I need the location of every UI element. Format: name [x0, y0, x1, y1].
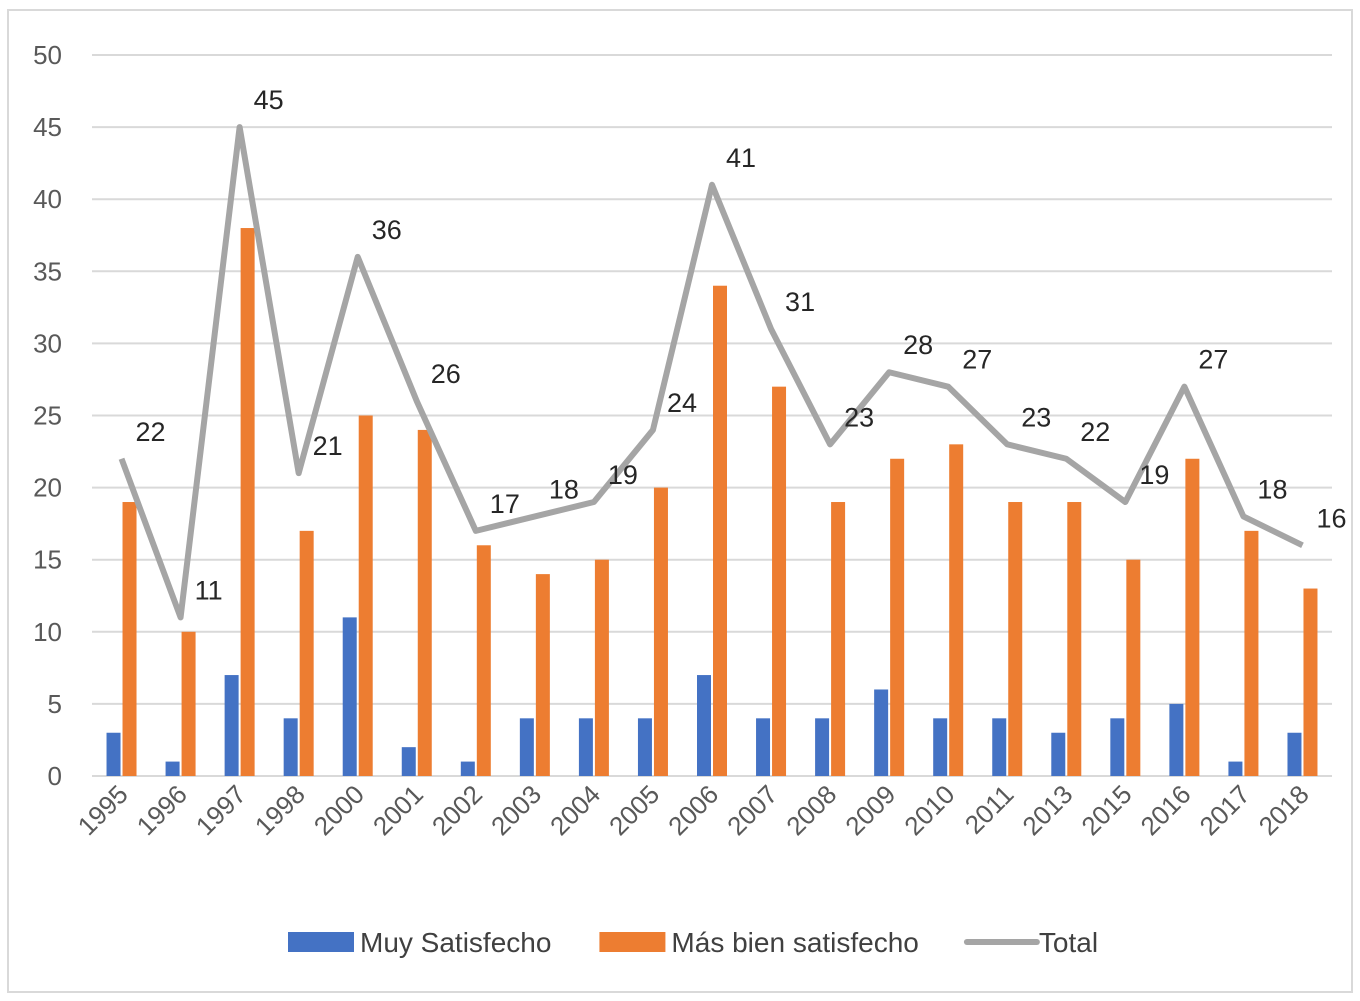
bar	[122, 502, 137, 776]
bar	[1008, 502, 1023, 776]
data-label: 27	[962, 345, 992, 375]
y-tick-label: 35	[33, 256, 62, 286]
bar	[1126, 559, 1141, 776]
data-label: 45	[254, 85, 284, 115]
bar	[578, 718, 593, 776]
legend-swatch	[288, 932, 354, 952]
bar	[476, 545, 491, 776]
bar	[772, 386, 787, 776]
bar	[1244, 530, 1259, 776]
bar	[535, 574, 550, 776]
data-label: 19	[1139, 460, 1169, 490]
legend-label: Muy Satisfecho	[360, 927, 551, 958]
y-tick-label: 25	[33, 401, 62, 431]
bar	[637, 718, 652, 776]
data-label: 28	[903, 330, 933, 360]
bar	[992, 718, 1007, 776]
bar	[831, 502, 846, 776]
bar	[653, 487, 668, 776]
bar	[1303, 588, 1318, 776]
data-label: 18	[1257, 474, 1287, 504]
line	[118, 124, 1304, 621]
bar	[417, 429, 432, 776]
data-label: 23	[844, 402, 874, 432]
data-label: 23	[1021, 402, 1051, 432]
bar	[713, 285, 727, 776]
bar	[342, 617, 357, 776]
data-label: 17	[490, 489, 520, 519]
data-label: 19	[608, 460, 638, 490]
bar	[890, 458, 905, 776]
bar	[1228, 761, 1243, 776]
bar	[1051, 732, 1066, 776]
bar	[1169, 703, 1184, 776]
y-tick-label: 40	[33, 184, 62, 214]
data-label: 22	[1080, 417, 1110, 447]
legend-label: Más bien satisfecho	[671, 927, 918, 958]
bar	[299, 530, 314, 776]
y-tick-label: 50	[33, 40, 62, 70]
legend-label: Total	[1039, 927, 1098, 958]
bar	[933, 718, 948, 776]
bar	[1287, 732, 1302, 776]
bar	[181, 631, 196, 776]
bar	[815, 718, 830, 776]
bar	[756, 718, 771, 776]
data-label: 21	[313, 431, 343, 461]
data-label: 11	[195, 575, 223, 605]
bar	[283, 718, 298, 776]
bar	[1185, 458, 1200, 776]
y-tick-label: 0	[48, 761, 62, 791]
y-tick-label: 15	[33, 545, 62, 575]
bar	[697, 675, 711, 776]
bar	[358, 415, 373, 776]
y-tick-label: 20	[33, 473, 62, 503]
y-tick-label: 45	[33, 112, 62, 142]
bar	[1067, 502, 1082, 776]
data-label: 24	[667, 388, 697, 418]
bar	[1110, 718, 1125, 776]
bar	[460, 761, 475, 776]
bar	[874, 689, 889, 776]
chart-border	[7, 9, 1353, 993]
bar	[519, 718, 534, 776]
data-label: 41	[726, 143, 756, 173]
data-label: 22	[136, 417, 166, 447]
data-label: 18	[549, 474, 579, 504]
y-tick-label: 5	[48, 689, 62, 719]
data-label: 27	[1198, 345, 1228, 375]
data-label: 16	[1316, 503, 1346, 533]
data-label: 31	[785, 287, 815, 317]
bar	[106, 732, 121, 776]
bar	[224, 675, 239, 776]
data-label: 36	[372, 215, 402, 245]
y-tick-label: 10	[33, 617, 62, 647]
bar	[165, 761, 180, 776]
bar	[240, 228, 255, 777]
bar	[949, 444, 964, 776]
legend-swatch	[599, 932, 666, 952]
y-tick-label: 30	[33, 328, 62, 358]
bar	[594, 559, 609, 776]
data-label: 26	[431, 359, 461, 389]
bar	[401, 747, 416, 776]
